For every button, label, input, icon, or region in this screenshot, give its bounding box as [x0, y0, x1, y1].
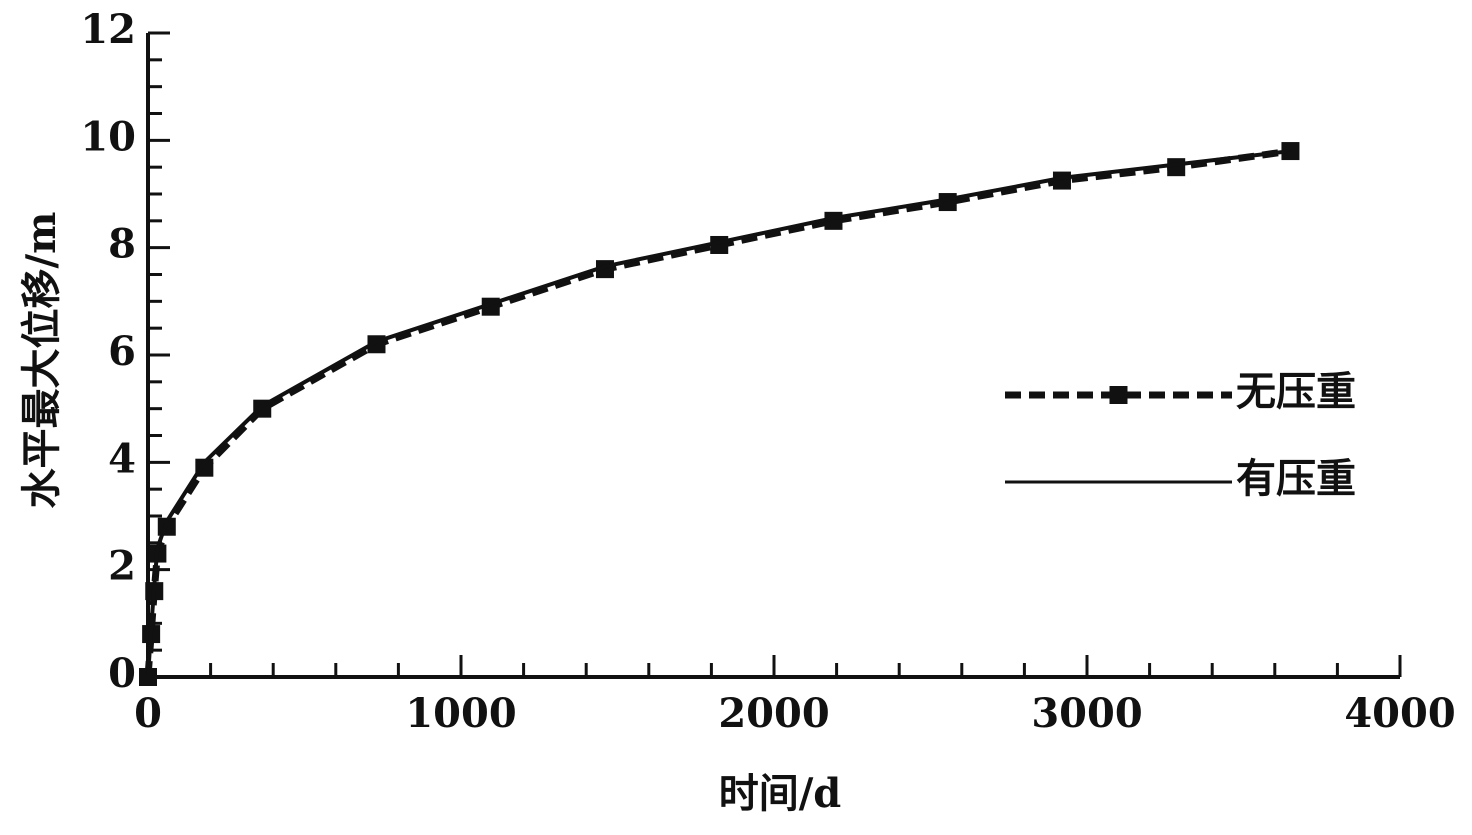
y-tick-label: 10: [80, 113, 136, 160]
data-line: [146, 149, 1291, 678]
y-axis-label: 水平最大位移/m: [18, 212, 65, 509]
legend-label: 无压重: [1236, 368, 1356, 415]
x-tick-label: 3000: [1031, 690, 1142, 737]
y-tick-label: 8: [108, 221, 136, 268]
x-axis-label: 时间/d: [719, 770, 842, 817]
x-tick-label: 1000: [405, 690, 516, 737]
x-tick-label: 0: [134, 690, 162, 737]
data-line: [144, 147, 1291, 678]
x-tick-label: 4000: [1344, 690, 1455, 737]
legend-marker: [1109, 386, 1128, 404]
y-tick-label: 2: [108, 543, 136, 590]
y-tick-label: 12: [80, 6, 136, 53]
x-tick-label: 2000: [718, 690, 829, 737]
y-tick-label: 4: [108, 435, 136, 482]
y-tick-label: 0: [108, 650, 136, 697]
legend-label: 有压重: [1236, 455, 1356, 502]
y-tick-label: 6: [108, 328, 136, 375]
